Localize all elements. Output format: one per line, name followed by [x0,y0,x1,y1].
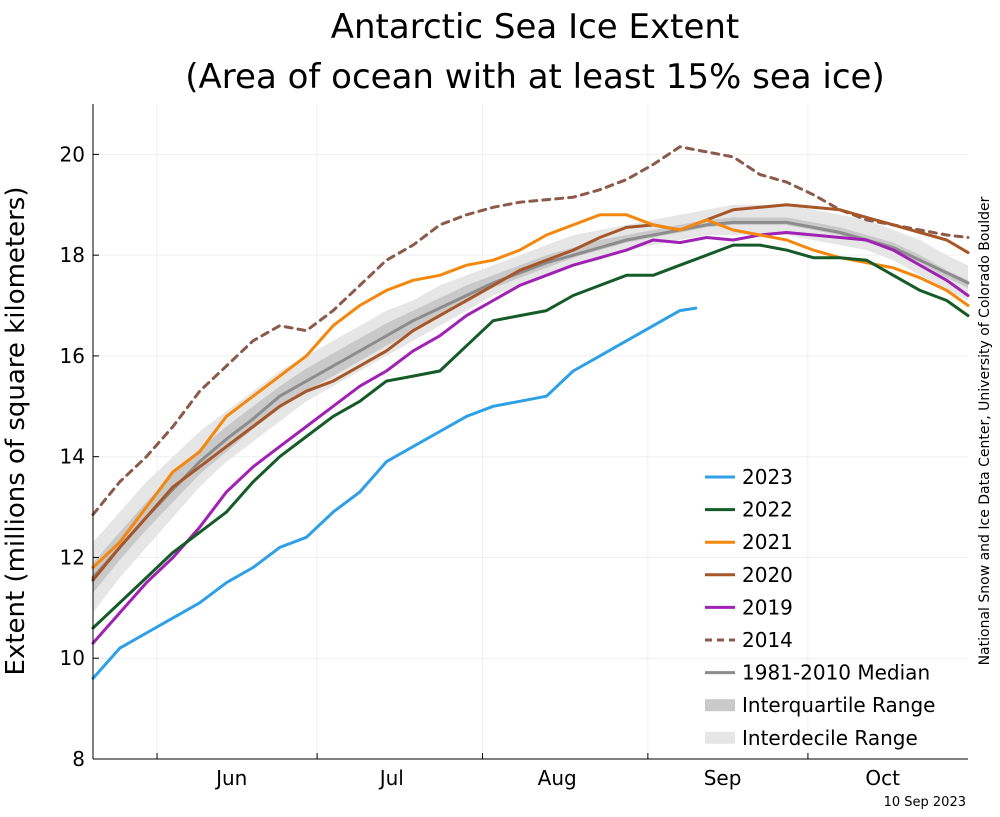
y-axis-label: Extent (millions of square kilometers) [1,187,31,676]
y-tick-label: 12 [60,545,85,569]
legend-swatch-interdecile-range [705,731,735,744]
series-line-2019 [91,231,970,645]
plot-area: 8 10 12 14 16 18 20 Jun Jul Aug Sep Oct [60,104,970,790]
legend: 2023 2022 2021 2020 2019 2014 1981-2010 Median… [705,465,935,750]
legend-label-2020: 2020 [742,563,793,587]
legend-label-interquartile-range: Interquartile Range [742,693,935,717]
legend-label-2022: 2022 [742,498,793,522]
y-tick-label: 20 [60,142,85,166]
legend-label-2021: 2021 [742,530,793,554]
series-lines [91,145,970,680]
x-tick-label: Sep [704,766,742,790]
y-tick-label: 14 [60,445,85,469]
x-tick-label: Jul [378,766,404,790]
y-tick-label: 16 [60,344,85,368]
series-line-1981-2010-median [91,220,970,580]
x-tick-label: Jun [214,766,247,790]
y-tick-label: 8 [72,747,85,771]
legend-label-2019: 2019 [742,595,793,619]
series-line-2021 [91,213,970,569]
x-tick-label: Aug [538,766,577,790]
x-tick-label: Oct [865,766,900,790]
legend-label-2023: 2023 [742,465,793,489]
grid-lines [93,104,968,760]
y-tick-label: 18 [60,243,85,267]
chart-subtitle: (Area of ocean with at least 15% sea ice… [185,57,884,97]
chart-title: Antarctic Sea Ice Extent [331,7,740,47]
date-label: 10 Sep 2023 [884,795,966,810]
legend-label-interdecile-range: Interdecile Range [742,726,918,750]
y-tick-label: 10 [60,646,85,670]
credit-text: National Snow and Ice Data Center, Unive… [977,196,993,665]
legend-label-1981-2010-median: 1981-2010 Median [742,661,930,685]
axes: 8 10 12 14 16 18 20 Jun Jul Aug Sep Oct [60,104,968,790]
series-line-2022 [91,243,970,630]
series-line-2020 [91,203,970,582]
legend-swatch-interquartile-range [705,699,735,712]
series-line-2023 [91,306,698,680]
series-line-2014 [91,145,970,517]
legend-label-2014: 2014 [742,628,793,652]
